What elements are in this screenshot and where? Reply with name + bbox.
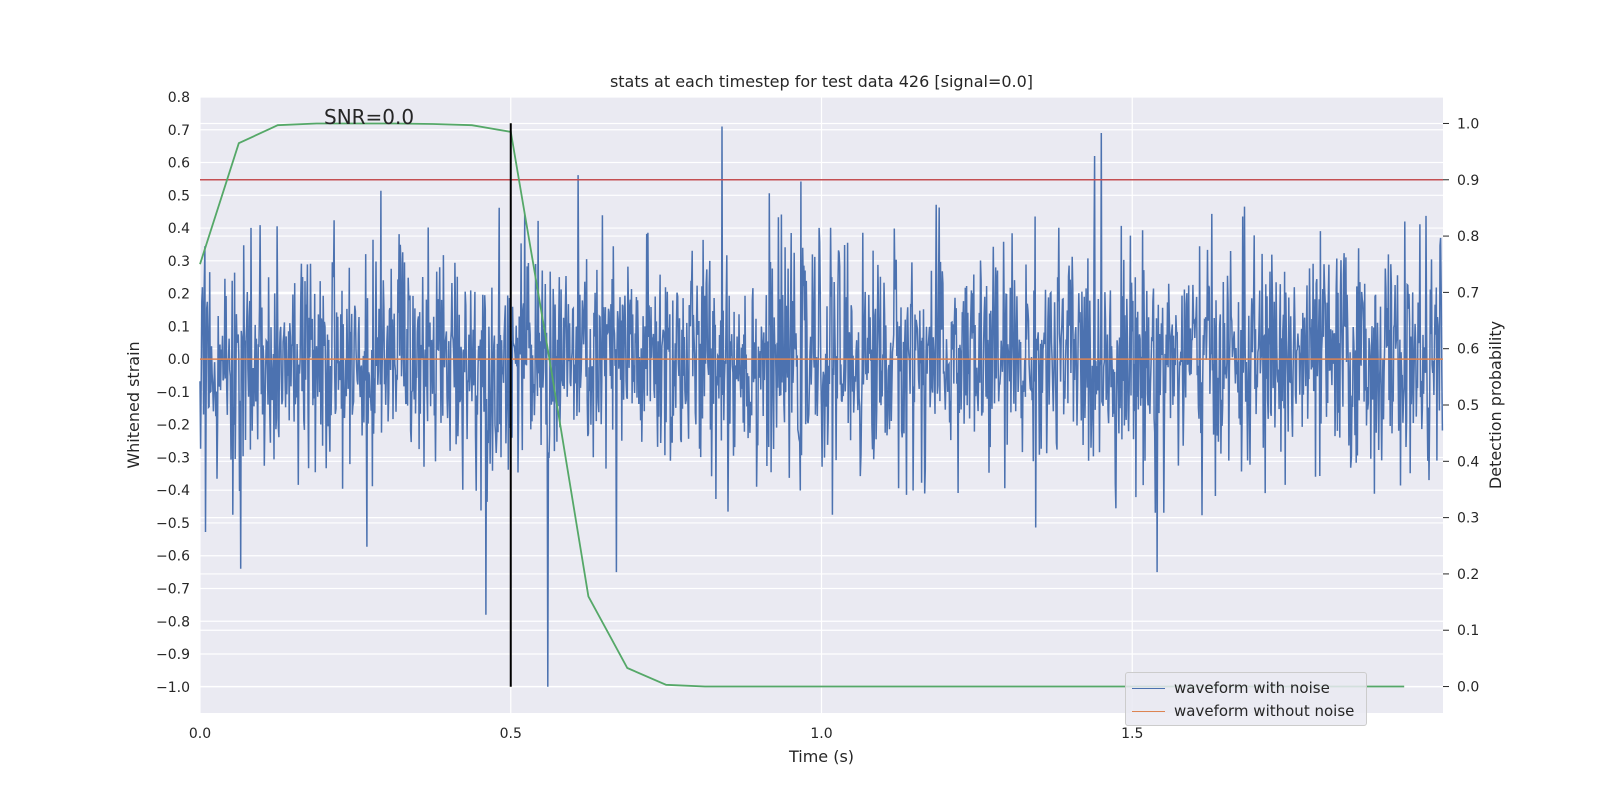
- chart-title: stats at each timestep for test data 426…: [610, 72, 1033, 91]
- snr-annotation: SNR=0.0: [324, 105, 414, 129]
- y-tick-label-left: −1.0: [156, 680, 190, 696]
- x-tick-label: 0.0: [189, 726, 211, 742]
- y-tick-label-left: −0.2: [156, 418, 190, 434]
- y-tick-label-left: 0.7: [168, 123, 190, 139]
- x-tick-label: 1.5: [1121, 726, 1143, 742]
- x-axis-label: Time (s): [788, 747, 854, 766]
- series-waveform-with-noise: [199, 126, 1444, 687]
- x-tick-label: 1.0: [810, 726, 832, 742]
- x-tick-label: 0.5: [500, 726, 522, 742]
- y-tick-label-right: 0.5: [1457, 398, 1479, 414]
- legend-swatch-noisy: [1132, 688, 1165, 689]
- y-tick-label-right: 0.2: [1457, 567, 1479, 583]
- legend-item-noisy: waveform with noise: [1126, 678, 1366, 700]
- legend-label-noisy: waveform with noise: [1174, 679, 1330, 697]
- y-axis-label-left: Whitened strain: [124, 341, 143, 468]
- y-tick-label-left: −0.3: [156, 450, 190, 466]
- legend-label-clean: waveform without noise: [1174, 702, 1355, 720]
- y-tick-label-right: 0.1: [1457, 623, 1479, 639]
- legend: waveform with noise waveform without noi…: [1125, 672, 1367, 726]
- y-tick-label-left: −0.7: [156, 581, 190, 597]
- y-tick-label-right: 0.4: [1457, 454, 1479, 470]
- y-tick-label-right: 1.0: [1457, 116, 1479, 132]
- y-tick-label-left: 0.5: [168, 188, 190, 204]
- y-tick-label-left: −0.4: [156, 483, 190, 499]
- y-tick-label-right: 0.8: [1457, 229, 1479, 245]
- y-tick-label-right: 0.9: [1457, 173, 1479, 189]
- y-tick-label-left: 0.6: [168, 156, 190, 172]
- y-tick-label-left: −0.5: [156, 516, 190, 532]
- y-tick-label-right: 0.6: [1457, 342, 1479, 358]
- y-tick-label-left: −0.8: [156, 614, 190, 630]
- legend-swatch-clean: [1132, 711, 1165, 712]
- y-tick-label-left: 0.1: [168, 319, 190, 335]
- y-tick-label-left: 0.3: [168, 254, 190, 270]
- y-tick-label-left: 0.0: [168, 352, 190, 368]
- y-tick-label-left: −0.1: [156, 385, 190, 401]
- y-tick-label-left: 0.4: [168, 221, 190, 237]
- y-tick-label-right: 0.3: [1457, 511, 1479, 527]
- legend-item-clean: waveform without noise: [1126, 701, 1366, 723]
- y-tick-label-left: −0.6: [156, 549, 190, 565]
- y-tick-label-left: 0.2: [168, 287, 190, 303]
- ticks-layer: 0.8 0.7 0.6 0.5 0.4 0.3 0.2 0.1 0.0 −0.1 −0.2 −0.3 −…: [156, 90, 1479, 742]
- y-tick-label-right: 0.7: [1457, 285, 1479, 301]
- y-tick-label-left: 0.8: [168, 90, 190, 106]
- y-tick-label-right: 0.0: [1457, 680, 1479, 696]
- y-tick-label-left: −0.9: [156, 647, 190, 663]
- y-axis-label-right: Detection probability: [1486, 321, 1505, 489]
